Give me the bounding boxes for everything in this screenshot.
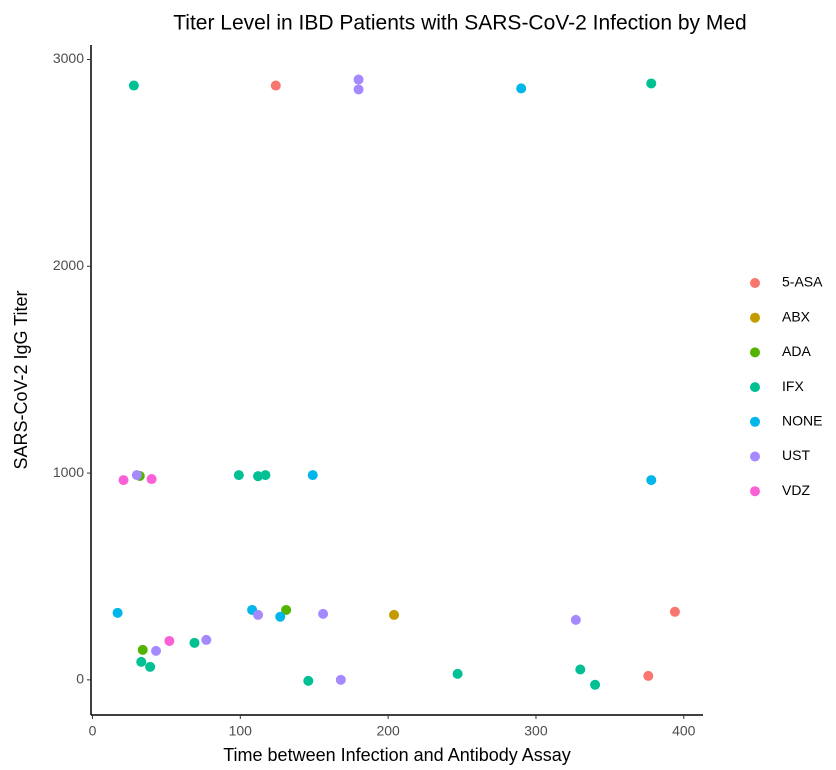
point — [307, 470, 318, 481]
point — [151, 645, 162, 656]
point — [137, 644, 148, 655]
point — [146, 474, 157, 485]
point — [253, 471, 264, 482]
legend-label: NONE — [782, 413, 822, 429]
point — [516, 83, 527, 94]
x-tick-label: 300 — [524, 723, 548, 739]
legend-label: IFX — [782, 378, 804, 394]
legend-swatch — [750, 416, 760, 427]
point — [318, 608, 329, 619]
point — [128, 80, 139, 91]
point — [189, 637, 200, 648]
legend-label: 5-ASA — [782, 274, 823, 290]
point — [389, 609, 400, 620]
point — [112, 607, 123, 618]
x-tick-label: 100 — [229, 723, 253, 739]
point — [164, 635, 175, 646]
point — [118, 475, 129, 486]
point — [643, 670, 654, 681]
y-axis-label: SARS-CoV-2 IgG Titer — [11, 290, 31, 469]
point — [669, 606, 680, 617]
legend-swatch — [750, 451, 760, 462]
point — [570, 614, 581, 625]
point — [575, 664, 586, 675]
legend-swatch — [750, 312, 760, 323]
y-tick-label: 2000 — [53, 257, 84, 273]
legend-label: ADA — [782, 343, 811, 359]
point — [275, 611, 286, 622]
y-tick-label: 0 — [76, 671, 84, 687]
legend-swatch — [750, 278, 760, 288]
y-tick-label: 1000 — [53, 464, 84, 480]
legend-swatch — [750, 347, 760, 358]
point — [145, 661, 156, 672]
point — [646, 475, 657, 486]
point — [260, 470, 271, 481]
y-tick-label: 3000 — [53, 50, 84, 66]
legend-swatch — [750, 382, 760, 393]
point — [452, 668, 463, 679]
legend-label: UST — [782, 447, 810, 463]
point — [353, 84, 364, 95]
point — [303, 675, 314, 686]
point — [590, 679, 601, 690]
legend-swatch — [750, 486, 760, 497]
chart-title: Titer Level in IBD Patients with SARS-Co… — [173, 12, 746, 35]
point — [270, 80, 281, 91]
x-tick-label: 200 — [376, 723, 400, 739]
point — [233, 470, 244, 481]
point — [353, 74, 364, 85]
point — [131, 470, 142, 481]
x-tick-label: 0 — [89, 723, 97, 739]
legend-label: VDZ — [782, 482, 810, 498]
x-tick-label: 400 — [672, 723, 696, 739]
point — [646, 78, 657, 89]
point — [201, 634, 212, 645]
point — [335, 674, 346, 685]
x-axis-label: Time between Infection and Antibody Assa… — [223, 745, 571, 765]
point — [253, 609, 264, 620]
point — [136, 656, 147, 667]
legend-label: ABX — [782, 308, 811, 324]
point — [281, 604, 292, 615]
